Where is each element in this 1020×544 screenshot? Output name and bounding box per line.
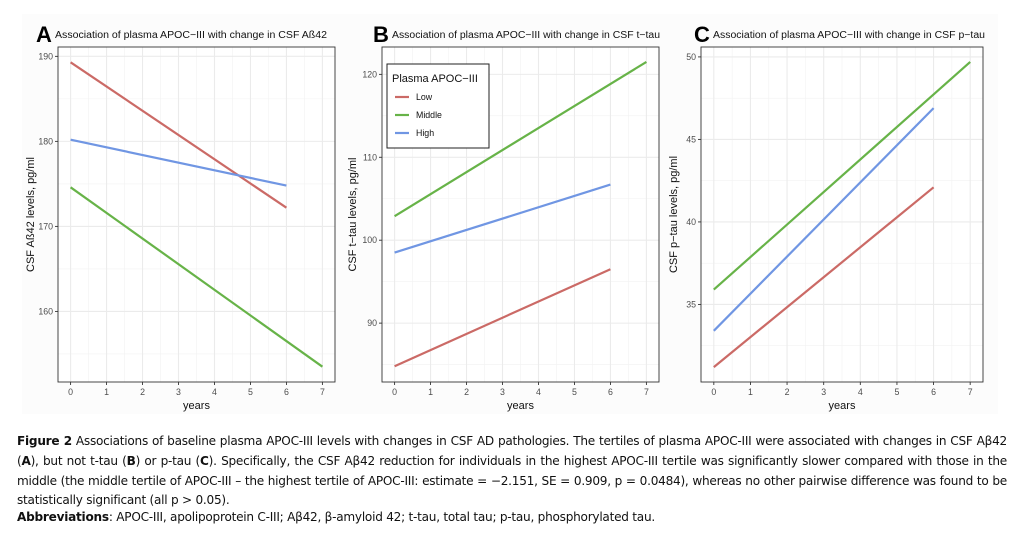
x-tick-label: 7 — [320, 387, 325, 397]
panel-b: 0 1 2 3 4 5 6 7 90 100 110 120 years CSF t−tau levels… — [342, 14, 670, 414]
x-tick-label: 1 — [104, 387, 109, 397]
panel-title: Association of plasma APOC−III with chan… — [392, 30, 660, 41]
legend-label-middle: Middle — [416, 110, 442, 120]
x-axis-title: years — [829, 400, 856, 412]
y-tick-label: 45 — [686, 134, 696, 144]
x-tick-label: 5 — [248, 387, 253, 397]
caption-text-3: ) or p-tau ( — [135, 453, 201, 468]
y-tick-label: 100 — [362, 235, 377, 245]
panel-title: Association of plasma APOC−III with chan… — [713, 30, 985, 41]
series-line-middle — [69, 186, 324, 368]
abbreviations: Abbreviations: APOC-III, apolipoprotein … — [17, 510, 655, 524]
x-tick-label: 5 — [894, 387, 899, 397]
x-tick-label: 4 — [858, 387, 863, 397]
x-tick-label: 3 — [176, 387, 181, 397]
x-axis-title: years — [183, 400, 210, 412]
x-tick-label: 2 — [785, 387, 790, 397]
x-tick-label: 6 — [608, 387, 613, 397]
abbreviations-text: : APOC-III, apolipoprotein C-III; Aβ42, … — [108, 510, 655, 524]
y-tick-label: 110 — [363, 152, 377, 162]
caption-ref-c: C — [200, 453, 209, 468]
legend-label-high: High — [416, 128, 434, 138]
series-line-low — [69, 61, 288, 209]
series-line-high — [713, 107, 935, 332]
y-axis-title: CSF Aß42 levels, pg/ml — [25, 157, 37, 272]
x-tick-label: 2 — [140, 387, 145, 397]
legend-label-low: Low — [416, 92, 433, 102]
x-tick-label: 3 — [821, 387, 826, 397]
x-tick-label: 6 — [284, 387, 289, 397]
figure-panels: 0 1 2 3 4 5 6 7 160 170 180 190 years CSF Aß42 levels… — [22, 14, 998, 414]
y-tick-label: 35 — [686, 299, 696, 309]
caption-ref-b: B — [126, 453, 136, 468]
figure-caption: Figure 2 Associations of baseline plasma… — [17, 432, 1007, 511]
y-tick-label: 120 — [362, 69, 377, 79]
y-axis-title: CSF p−tau levels, pg/ml — [668, 156, 680, 273]
plot-border — [381, 46, 660, 383]
panel-letter: C — [694, 22, 710, 47]
x-tick-label: 0 — [392, 387, 397, 397]
x-tick-label: 6 — [931, 387, 936, 397]
legend-title: Plasma APOC−III — [392, 73, 478, 85]
abbreviations-label: Abbreviations — [17, 510, 109, 524]
series-line-high — [70, 138, 287, 187]
series-line-middle — [713, 61, 971, 291]
caption-text-1: Associations of baseline plasma APOC-III… — [17, 434, 1008, 468]
panel-title: Association of plasma APOC−III with chan… — [55, 30, 327, 41]
series-line-high — [394, 183, 611, 254]
caption-text-4: ). Specifically, the CSF Aβ42 reduction … — [17, 453, 1008, 508]
y-tick-label: 90 — [367, 318, 377, 328]
x-tick-label: 1 — [428, 387, 433, 397]
plot-border — [700, 46, 984, 383]
plot-border — [57, 46, 336, 383]
x-tick-label: 3 — [500, 387, 505, 397]
y-tick-label: 160 — [38, 306, 53, 316]
x-axis-title: years — [507, 400, 534, 412]
panel-letter: B — [373, 22, 389, 47]
x-tick-label: 5 — [572, 387, 577, 397]
legend: Plasma APOC−III Low Middle High — [386, 63, 490, 149]
x-tick-label: 4 — [536, 387, 541, 397]
x-tick-label: 4 — [212, 387, 217, 397]
x-tick-label: 7 — [968, 387, 973, 397]
x-tick-label: 1 — [748, 387, 753, 397]
x-tick-label: 2 — [464, 387, 469, 397]
x-tick-label: 7 — [644, 387, 649, 397]
y-tick-label: 180 — [38, 136, 53, 146]
y-tick-label: 50 — [686, 52, 696, 62]
y-axis-title: CSF t−tau levels, pg/ml — [347, 157, 359, 271]
x-tick-label: 0 — [68, 387, 73, 397]
y-tick-label: 190 — [38, 51, 53, 61]
y-tick-label: 40 — [686, 217, 696, 227]
series-line-low — [394, 268, 611, 368]
series-line-middle — [394, 60, 647, 218]
panel-a: 0 1 2 3 4 5 6 7 160 170 180 190 years CSF Aß42 levels… — [22, 14, 350, 414]
panel-letter: A — [36, 22, 52, 47]
y-tick-label: 170 — [38, 221, 53, 231]
caption-ref-a: A — [21, 453, 31, 468]
series-line-low — [713, 186, 935, 368]
x-tick-label: 0 — [711, 387, 716, 397]
figure-label: Figure 2 — [17, 434, 72, 448]
caption-text-2: ), but not t-tau ( — [30, 453, 127, 468]
